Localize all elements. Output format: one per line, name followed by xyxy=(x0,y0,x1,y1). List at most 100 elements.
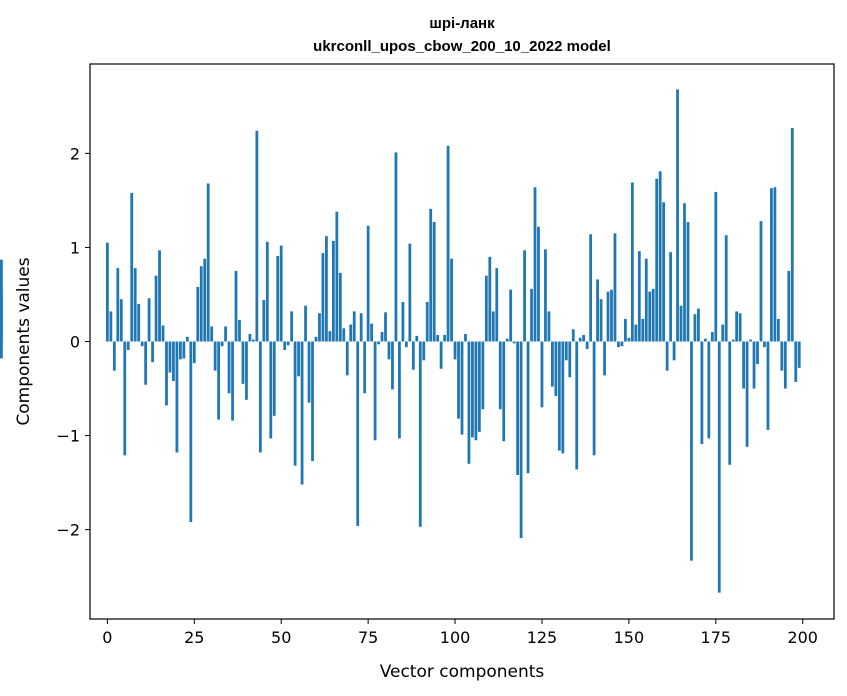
chart-title-line-1: шрі-ланк xyxy=(429,15,495,32)
bar-199 xyxy=(797,341,801,368)
bar-3 xyxy=(116,268,120,342)
bars-group xyxy=(0,89,801,593)
bar-191 xyxy=(770,188,773,342)
bar-89 xyxy=(415,335,419,342)
bar-78 xyxy=(377,341,380,345)
bar-81 xyxy=(387,341,391,360)
bar-107 xyxy=(477,341,481,432)
bar-129 xyxy=(554,341,558,397)
bar-102 xyxy=(460,341,464,435)
bar-152 xyxy=(634,324,638,342)
bar-56 xyxy=(300,341,304,485)
bar-68 xyxy=(342,328,346,342)
bar-101 xyxy=(457,341,460,419)
bar-20 xyxy=(175,341,179,453)
bar-14 xyxy=(154,275,158,342)
bar-90 xyxy=(418,341,422,527)
bar-39 xyxy=(241,341,245,384)
bar-92 xyxy=(425,301,429,342)
bar-8 xyxy=(133,268,137,342)
bar-181 xyxy=(735,311,739,342)
bar-183 xyxy=(742,341,745,389)
bar-17 xyxy=(165,341,168,406)
bar-151 xyxy=(630,182,634,342)
bar-70 xyxy=(349,324,353,342)
bar-195 xyxy=(783,341,787,389)
bar-103 xyxy=(464,333,467,342)
bar-185 xyxy=(749,339,752,342)
bar-11 xyxy=(144,341,148,385)
bar-29 xyxy=(206,183,210,342)
y-axis-label: Components values xyxy=(14,257,34,425)
bar-133 xyxy=(568,341,572,378)
bar-35 xyxy=(227,341,231,394)
bar-109 xyxy=(484,275,488,342)
bar-193 xyxy=(776,318,780,342)
bar-95 xyxy=(436,334,440,342)
bar-36 xyxy=(231,341,234,421)
bar-142 xyxy=(599,299,603,342)
bar-147 xyxy=(617,341,620,348)
bar-120 xyxy=(523,250,526,342)
bar-111 xyxy=(491,311,495,342)
bar-28 xyxy=(203,258,207,342)
bar-40 xyxy=(245,341,248,400)
bar-55 xyxy=(297,341,300,377)
bar-100 xyxy=(453,341,457,360)
bar-48 xyxy=(272,341,276,416)
bar-16 xyxy=(161,325,165,342)
bar-177 xyxy=(721,324,725,342)
bar-119 xyxy=(519,341,523,539)
bar-141 xyxy=(596,279,599,342)
bar-79 xyxy=(380,332,384,342)
bar-22 xyxy=(182,341,186,359)
x-tick-label: 75 xyxy=(358,628,378,647)
bar-2 xyxy=(112,341,116,371)
y-axis-ticks: −2 −1 0 1 2 xyxy=(56,144,90,540)
bar-undefined xyxy=(0,341,3,359)
y-tick-label: −2 xyxy=(56,521,80,540)
bar-105 xyxy=(471,341,474,438)
bar-146 xyxy=(613,233,617,342)
bar-27 xyxy=(199,266,203,342)
bar-182 xyxy=(738,313,742,342)
x-tick-label: 100 xyxy=(440,628,471,647)
bar-99 xyxy=(450,258,453,342)
bar-163 xyxy=(672,341,676,361)
x-tick-label: 25 xyxy=(184,628,204,647)
bar-43 xyxy=(255,130,259,342)
bar-85 xyxy=(401,301,405,342)
bar-47 xyxy=(269,341,273,439)
bar-6 xyxy=(126,341,130,350)
bar-127 xyxy=(547,311,551,342)
bar-123 xyxy=(533,187,537,342)
bar-82 xyxy=(391,341,394,390)
bar-168 xyxy=(690,341,693,561)
bar-158 xyxy=(655,178,659,342)
bar-86 xyxy=(404,341,408,348)
bar-113 xyxy=(498,341,502,410)
x-tick-label: 175 xyxy=(701,628,732,647)
bar-57 xyxy=(304,305,307,342)
bar-178 xyxy=(724,235,728,342)
bar-188 xyxy=(759,221,763,342)
bar-110 xyxy=(488,256,492,342)
bar-98 xyxy=(446,145,450,342)
bar-156 xyxy=(648,291,652,342)
bar-31 xyxy=(213,341,217,371)
bar-128 xyxy=(551,341,554,387)
bar-166 xyxy=(683,203,686,342)
bar-32 xyxy=(217,341,221,420)
bar-9 xyxy=(137,303,141,342)
bar-130 xyxy=(557,341,561,451)
bar-176 xyxy=(717,341,721,593)
bar-73 xyxy=(359,313,363,342)
x-tick-label: 200 xyxy=(787,628,818,647)
bar-194 xyxy=(780,341,784,371)
bar-84 xyxy=(398,341,401,439)
bar-15 xyxy=(158,250,161,342)
bar-63 xyxy=(325,236,328,342)
bar-88 xyxy=(411,341,415,370)
bar-44 xyxy=(258,341,262,453)
bar-24 xyxy=(189,341,193,523)
